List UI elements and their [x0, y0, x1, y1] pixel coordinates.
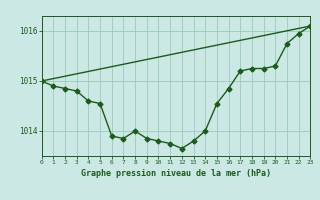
X-axis label: Graphe pression niveau de la mer (hPa): Graphe pression niveau de la mer (hPa)	[81, 169, 271, 178]
